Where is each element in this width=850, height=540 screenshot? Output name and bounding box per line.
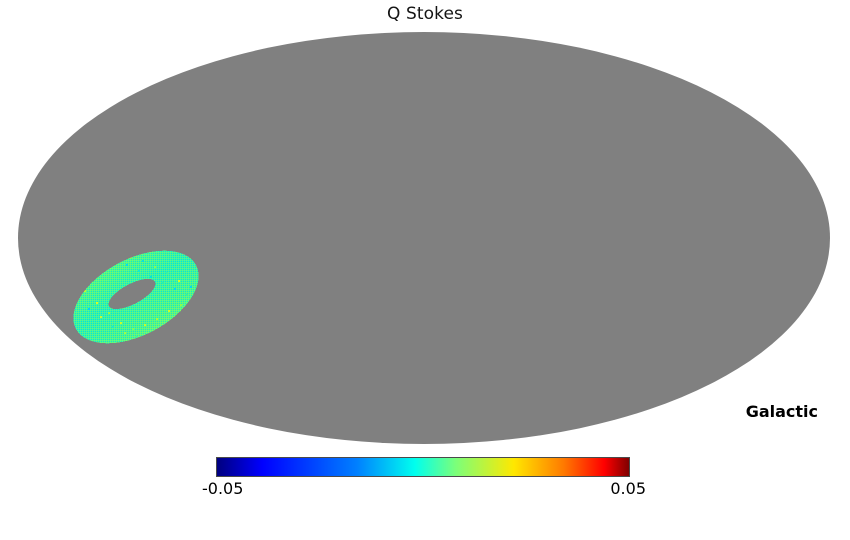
mollweide-projection[interactable] — [18, 32, 830, 444]
sky-patch-pixels — [66, 250, 206, 344]
colorbar[interactable]: -0.05 0.05 — [202, 457, 646, 498]
page-title: Q Stokes — [387, 4, 463, 24]
coordinate-system-label: Galactic — [745, 402, 818, 421]
colorbar-min-tick-label: -0.05 — [202, 479, 244, 498]
sky-background-ellipse — [18, 32, 830, 444]
colorbar-max-tick-label: 0.05 — [610, 479, 646, 498]
colorbar-gradient — [216, 457, 630, 477]
sky-data-patch — [66, 250, 206, 344]
